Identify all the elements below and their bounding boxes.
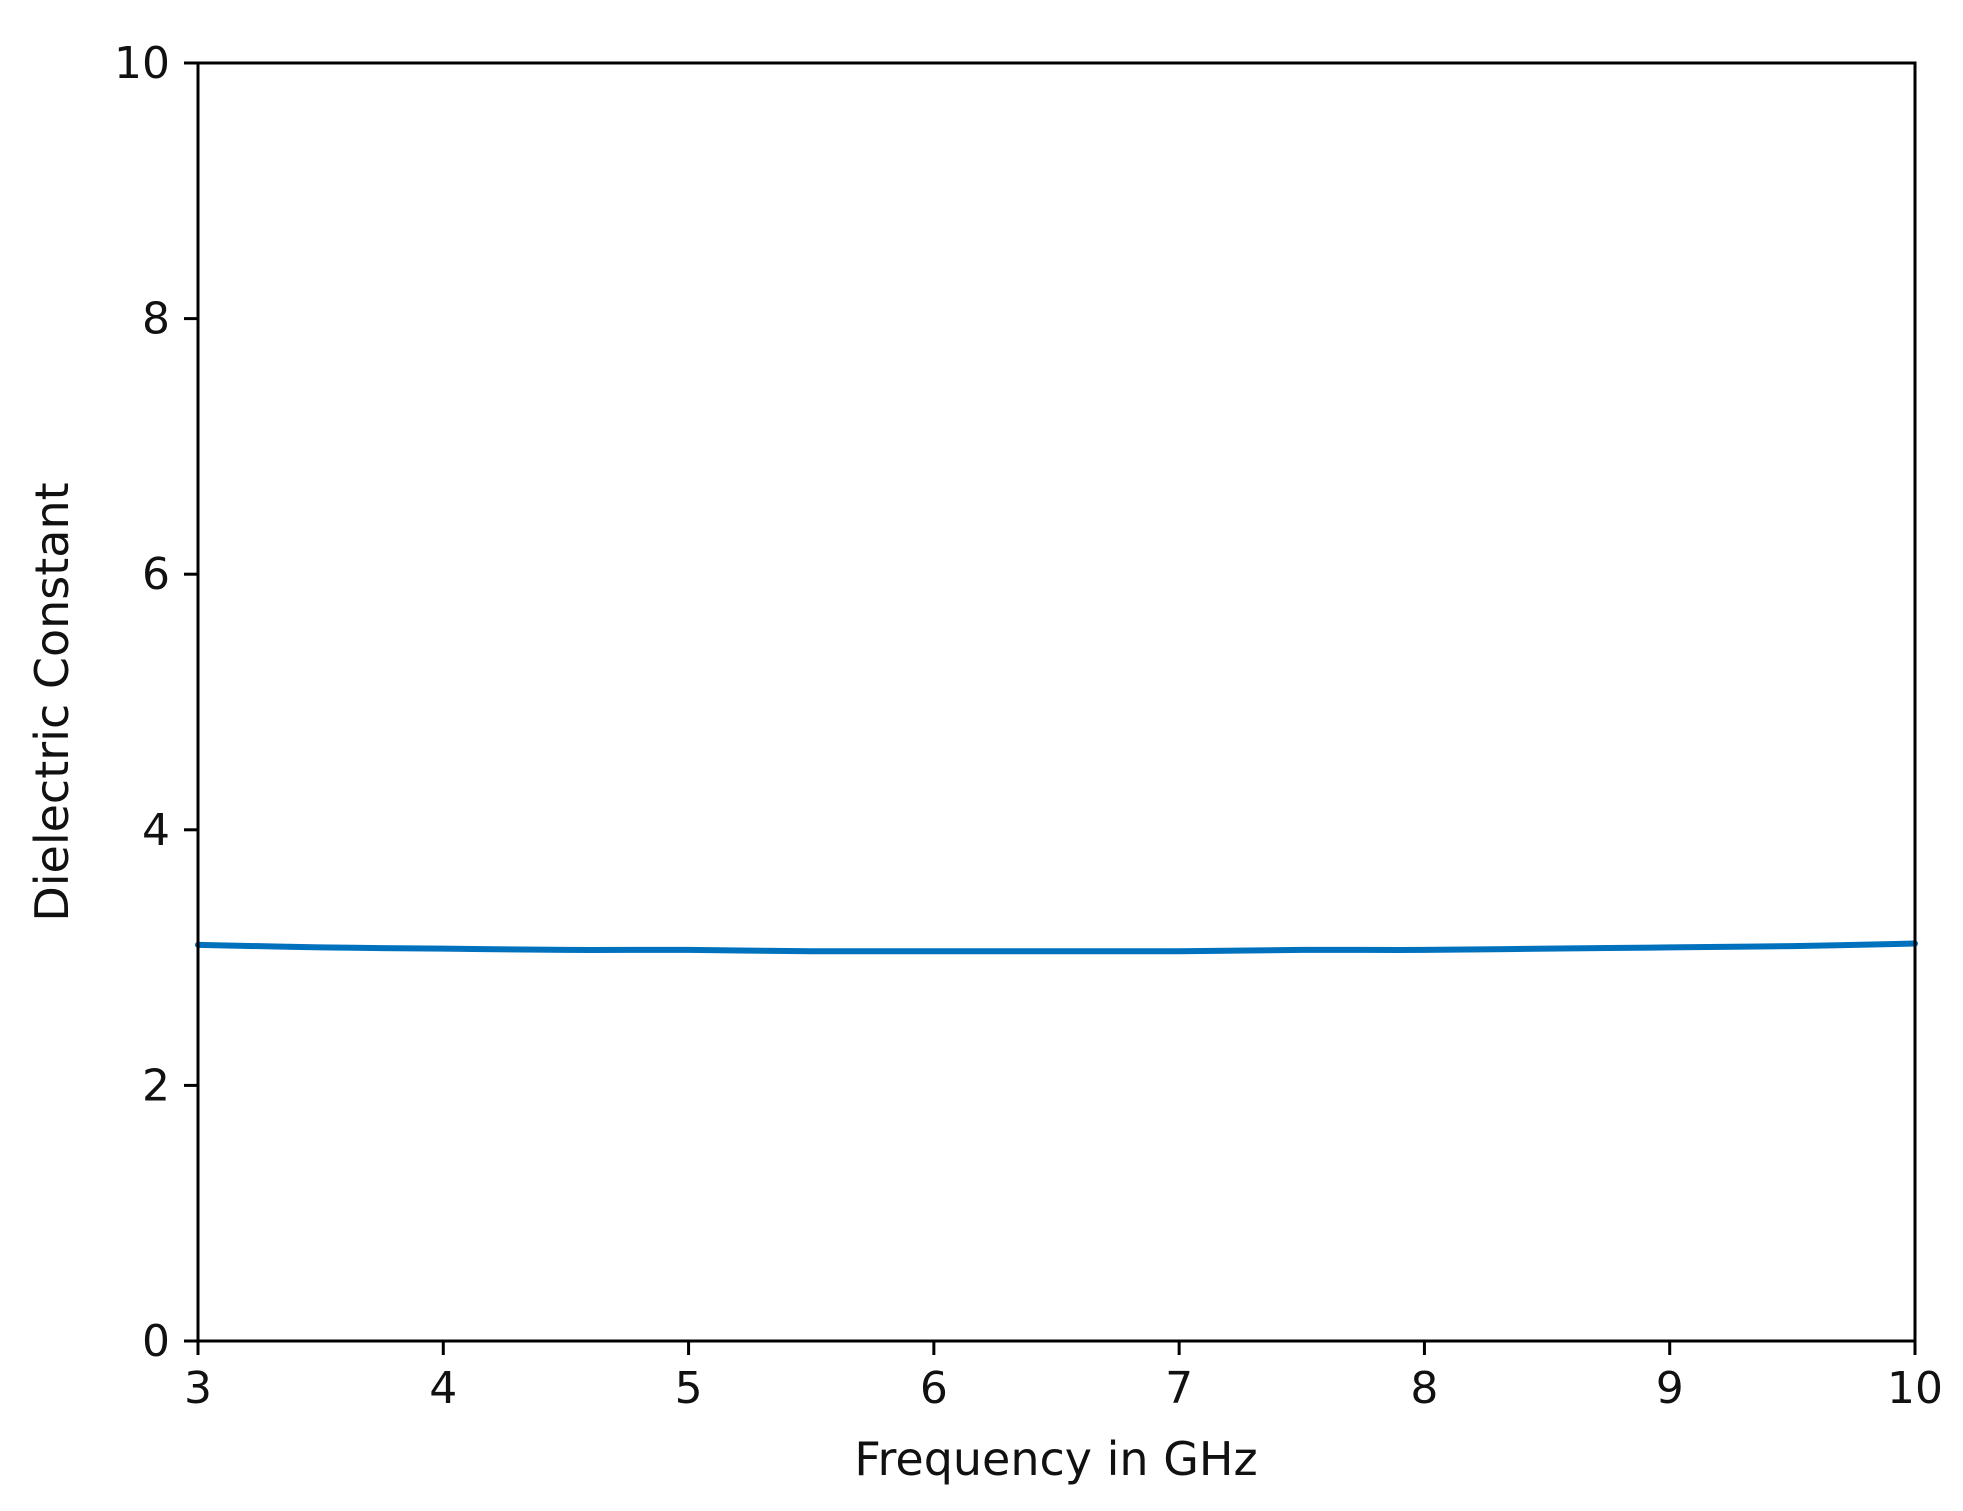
y-axis: 0 2 4 6 8 10 (114, 38, 198, 1367)
y-tick-label: 6 (142, 549, 170, 600)
plot-frame (196, 61, 1917, 1343)
x-axis-label: Frequency in GHz (854, 1432, 1257, 1486)
x-axis: 3 4 5 6 7 8 9 10 (184, 1341, 1943, 1414)
y-tick-label: 2 (142, 1060, 170, 1111)
dielectric-constant-line (195, 940, 1918, 955)
x-tick-label: 7 (1165, 1363, 1193, 1414)
y-tick-label: 10 (114, 38, 170, 89)
x-tick-label: 6 (920, 1363, 948, 1414)
x-tick-label: 4 (429, 1363, 457, 1414)
y-tick-label: 8 (142, 294, 170, 345)
y-axis-label: Dielectric Constant (25, 482, 79, 921)
x-tick-label: 8 (1410, 1363, 1438, 1414)
series-layer (195, 940, 1918, 955)
y-tick-label: 0 (142, 1316, 170, 1367)
x-tick-label: 10 (1887, 1363, 1943, 1414)
x-tick-label: 9 (1656, 1363, 1684, 1414)
x-tick-label: 3 (184, 1363, 212, 1414)
x-tick-label: 5 (675, 1363, 703, 1414)
y-tick-label: 4 (142, 805, 170, 856)
